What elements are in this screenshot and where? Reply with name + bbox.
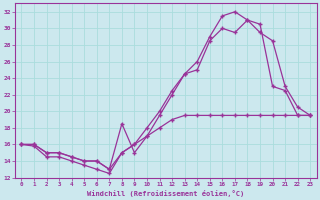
X-axis label: Windchill (Refroidissement éolien,°C): Windchill (Refroidissement éolien,°C) xyxy=(87,190,244,197)
